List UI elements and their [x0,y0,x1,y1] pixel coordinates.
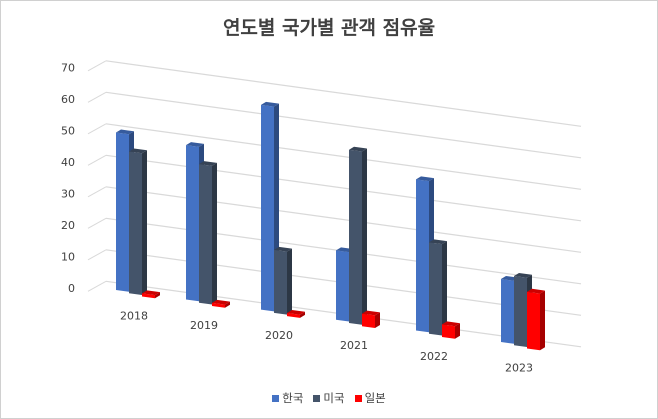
x-tick-label: 2021 [340,339,368,352]
legend-label: 일본 [364,391,386,405]
y-tick-label: 70 [61,62,75,75]
bar-top [212,299,230,305]
bar-top [287,309,305,315]
bar-한국-2022 [416,179,429,333]
bar-한국-2020 [261,104,274,312]
x-tick-label: 2023 [505,361,533,374]
bar-top [116,129,134,135]
gridline-side [87,280,107,292]
legend-swatch [272,394,280,402]
bar-top [527,288,545,294]
y-tick-label: 60 [61,93,75,106]
bar-한국-2023 [501,279,514,344]
bar-미국-2019 [199,164,212,305]
bar-일본-2022 [442,324,455,339]
bar-한국-2021 [336,250,349,322]
gridline-side [87,186,107,198]
legend-swatch [354,394,362,402]
legend-label: 한국 [282,391,304,405]
bar-side [155,292,160,299]
bar-side [442,241,447,336]
bar-side [287,248,292,315]
bar-top [142,290,160,296]
gridline [105,186,582,253]
bar-일본-2020 [287,312,300,318]
bar-일본-2018 [142,293,155,299]
gridline [105,91,582,159]
bar-미국-2020 [274,249,287,315]
x-tick-label: 2022 [420,350,448,363]
bar-side [540,290,545,351]
bar-top [349,146,367,152]
legend-label: 미국 [323,391,345,405]
gridline [105,60,582,127]
bar-side [225,301,230,308]
gridline [105,154,582,222]
y-tick-label: 10 [61,251,75,264]
x-tick-label: 2020 [265,329,293,342]
bar-top [514,272,532,278]
legend-item: 한국 [272,390,303,406]
bar-top [186,142,204,147]
gridline [105,123,582,190]
legend-item: 미국 [313,390,345,406]
bar-top [129,148,147,154]
y-tick-label: 20 [61,219,75,232]
y-tick-label: 40 [61,156,75,169]
x-tick-label: 2018 [120,309,148,322]
bar-top [442,321,460,327]
bar-side [300,311,305,318]
legend: 한국 미국 일본 [1,390,657,406]
bar-top [274,246,292,252]
bar-side [455,323,460,339]
bar-일본-2023 [527,291,540,351]
x-tick-label: 2019 [190,319,218,332]
bar-일본-2021 [362,313,375,328]
bar-한국-2018 [116,132,129,292]
gridline-side [87,249,107,261]
legend-swatch [313,394,321,402]
bar-미국-2018 [129,151,142,296]
bar-일본-2019 [212,302,225,308]
gridline-side [87,217,107,229]
bar-top [199,161,217,166]
gridline-side [87,123,107,135]
bar-side [362,148,367,325]
bar-top [416,176,434,182]
bar-side [212,162,217,305]
chart-title: 연도별 국가별 관객 점유율 [222,17,436,39]
bar-미국-2022 [429,242,442,336]
gridline-side [87,60,107,72]
legend-item: 일본 [354,390,386,406]
gridline-side [87,154,107,166]
bar-side [142,150,147,296]
bar-top [362,310,380,316]
y-tick-label: 50 [61,125,75,138]
y-tick-label: 30 [61,188,75,201]
bar-top [261,101,279,107]
bar-미국-2021 [349,149,362,325]
y-tick-label: 0 [68,282,75,295]
bar-side [375,312,380,328]
bar-미국-2023 [514,275,527,348]
bar-한국-2019 [186,145,199,302]
gridline-side [87,91,107,103]
bar-top [429,239,447,245]
